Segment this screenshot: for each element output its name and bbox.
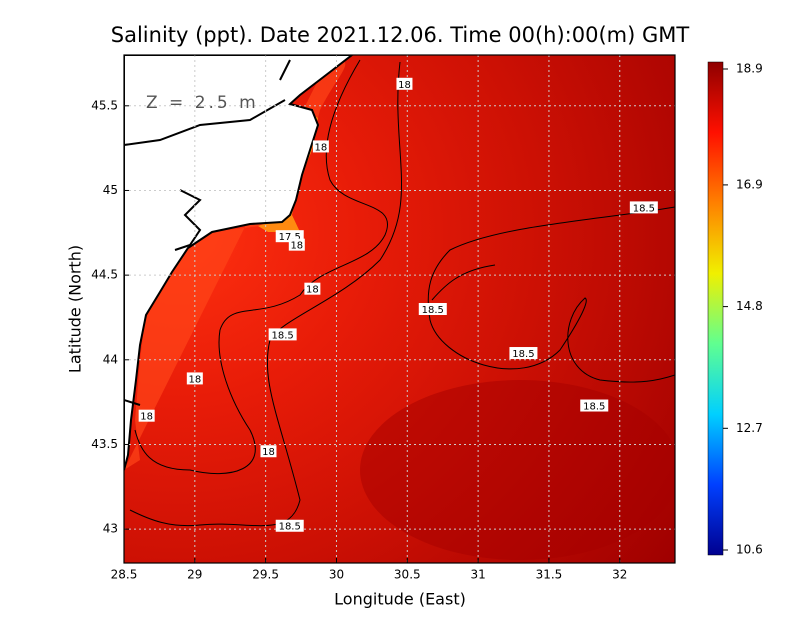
y-tick-label: 43.5 xyxy=(91,437,118,451)
contour-label: 18 xyxy=(315,142,328,153)
y-tick-label: 43 xyxy=(103,522,118,536)
contour-label: 18 xyxy=(140,412,153,423)
contour-label-box xyxy=(509,347,538,360)
x-tick-label: 31.5 xyxy=(536,568,563,582)
contour-label: 18.5 xyxy=(633,203,655,214)
contour-label: 18.5 xyxy=(279,522,301,533)
colorbar-tick-label: 14.8 xyxy=(736,299,763,313)
y-tick-label: 45 xyxy=(103,183,118,197)
contour-label-box xyxy=(138,409,155,422)
contour-label: 18 xyxy=(398,80,411,91)
contour-label: 18 xyxy=(290,241,303,252)
contour-label: 18.5 xyxy=(583,402,605,413)
y-tick-label: 45.5 xyxy=(91,98,118,112)
x-tick-label: 29 xyxy=(187,568,202,582)
x-tick-label: 30 xyxy=(329,568,344,582)
land xyxy=(124,55,354,471)
chart-title: Salinity (ppt). Date 2021.12.06. Time 00… xyxy=(111,23,690,47)
y-tick-label: 44 xyxy=(103,352,118,366)
colorbar-tick-label: 16.9 xyxy=(736,177,763,191)
contour-label: 18.5 xyxy=(512,349,534,360)
contour-label-box xyxy=(288,238,305,251)
contours xyxy=(129,59,675,527)
contour-label-box xyxy=(396,77,413,90)
y-axis-label: Latitude (North) xyxy=(66,245,85,373)
y-tick-label: 44.5 xyxy=(91,268,118,282)
contour-label-box xyxy=(186,372,203,385)
contour-label-box xyxy=(629,201,658,214)
x-tick-label: 32 xyxy=(612,568,627,582)
contour-label: 18 xyxy=(306,285,319,296)
contour-label-box xyxy=(260,445,277,458)
contour-label: 17.5 xyxy=(279,232,301,243)
contour-label-box xyxy=(312,140,329,153)
field: 181817.5181818.518.518.518.518.518181818… xyxy=(124,55,675,563)
colorbar-tick-label: 12.7 xyxy=(736,421,763,435)
colorbar xyxy=(707,61,724,556)
colorbar-tick-label: 10.6 xyxy=(736,543,763,557)
contour-label-box xyxy=(275,519,304,532)
x-tick-label: 30.5 xyxy=(394,568,421,582)
x-tick-label: 31 xyxy=(470,568,485,582)
dark-zone xyxy=(360,380,675,560)
contour-label-box xyxy=(304,282,321,295)
x-axis-label: Longitude (East) xyxy=(334,590,466,609)
contour-label-box xyxy=(268,328,297,341)
borders xyxy=(124,59,291,406)
plot-frame xyxy=(123,54,676,564)
depth-annotation: Z = 2.5 m xyxy=(146,93,259,113)
contour-label: 18.5 xyxy=(422,305,444,316)
contour-label-box xyxy=(580,399,609,412)
contour-label: 18 xyxy=(262,447,275,458)
colorbar-tick-label: 18.9 xyxy=(736,62,763,76)
contour-label-box xyxy=(418,303,447,315)
contour-label: 18 xyxy=(188,374,201,385)
x-tick-label: 28.5 xyxy=(111,568,138,582)
x-tick-label: 29.5 xyxy=(252,568,279,582)
contour-label: 18.5 xyxy=(272,330,294,341)
